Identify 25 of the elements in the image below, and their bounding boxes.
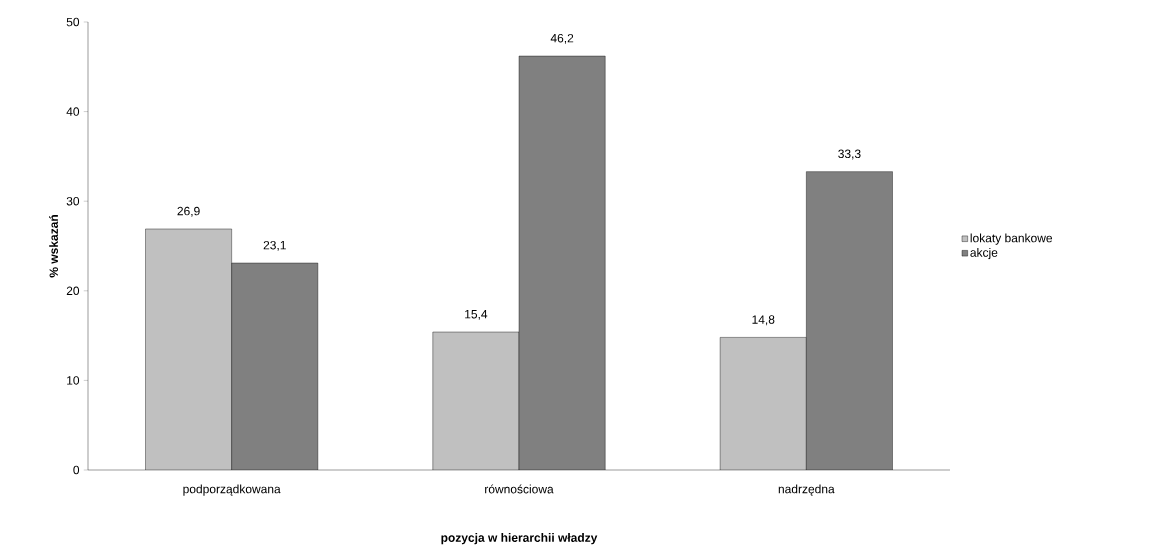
data-label: 46,2 (550, 33, 574, 44)
y-tick-label: 40 (66, 107, 80, 116)
bar (806, 171, 893, 470)
data-label: 23,1 (263, 240, 286, 251)
bar (719, 337, 807, 470)
data-label: 26,9 (177, 206, 200, 217)
bar (519, 56, 606, 470)
data-label: 33,3 (838, 149, 861, 160)
x-tick-label: równościowa (485, 484, 554, 494)
x-tick-label: nadrzędna (778, 484, 835, 496)
x-tick-label: podporządkowana (183, 484, 281, 496)
data-label: 15,4 (465, 310, 488, 320)
y-tick-label: 20 (66, 286, 80, 296)
legend-label: akcje (970, 247, 998, 260)
bar (432, 332, 519, 470)
y-axis-title: % wskazań (49, 215, 59, 278)
y-tick-label: 50 (66, 17, 80, 27)
bar (231, 263, 318, 470)
y-tick-label: 30 (66, 196, 80, 206)
y-tick-label: 0 (73, 465, 80, 475)
legend-label: lokaty bankowe (970, 233, 1053, 245)
bar (145, 228, 232, 470)
data-label: 14,8 (752, 315, 775, 326)
x-axis-title: pozycja w hierarchii władzy (441, 533, 598, 545)
y-tick-label: 10 (67, 376, 80, 385)
